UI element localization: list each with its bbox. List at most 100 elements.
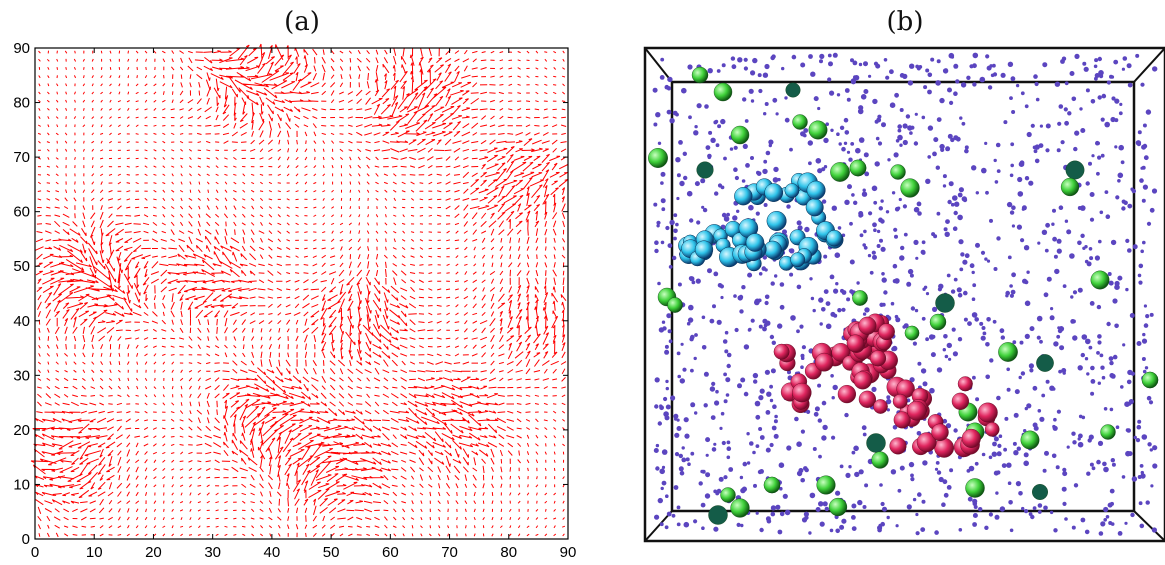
background-particle bbox=[989, 218, 993, 223]
background-particle bbox=[915, 256, 919, 260]
background-particle bbox=[752, 372, 759, 379]
background-particle bbox=[969, 263, 975, 269]
background-particle bbox=[998, 434, 1003, 439]
background-particle bbox=[1097, 340, 1102, 345]
background-particle bbox=[881, 122, 886, 128]
background-particle bbox=[1057, 326, 1061, 330]
background-particle bbox=[711, 447, 717, 452]
magenta-cluster-particle bbox=[906, 400, 927, 421]
background-particle bbox=[989, 358, 994, 363]
background-particle bbox=[862, 505, 867, 509]
green-particle bbox=[1031, 484, 1048, 501]
background-particle bbox=[1122, 56, 1128, 61]
background-particle bbox=[1096, 171, 1100, 176]
background-particle bbox=[654, 404, 659, 409]
background-particle bbox=[1103, 506, 1109, 513]
background-particle bbox=[1104, 121, 1110, 128]
background-particle bbox=[673, 213, 678, 218]
background-particle bbox=[1029, 368, 1034, 373]
background-particle bbox=[664, 525, 669, 530]
background-particle bbox=[660, 486, 664, 491]
background-particle bbox=[839, 125, 845, 130]
background-particle bbox=[1024, 104, 1029, 109]
background-particle bbox=[682, 367, 687, 372]
background-particle bbox=[672, 110, 678, 116]
background-particle bbox=[948, 181, 954, 187]
background-particle bbox=[996, 395, 1001, 401]
background-particle bbox=[1112, 298, 1118, 304]
background-particle bbox=[897, 488, 902, 493]
background-particle bbox=[1147, 442, 1152, 447]
background-particle bbox=[949, 468, 954, 473]
background-particle bbox=[1007, 255, 1012, 260]
background-particle bbox=[704, 493, 711, 499]
box-corner-edge bbox=[1133, 47, 1165, 83]
background-particle bbox=[740, 377, 746, 383]
background-particle bbox=[762, 72, 769, 78]
background-particle bbox=[653, 448, 659, 453]
background-particle bbox=[726, 212, 730, 217]
background-particle bbox=[1061, 486, 1067, 492]
background-particle bbox=[917, 492, 922, 497]
background-particle bbox=[1089, 301, 1095, 306]
background-particle bbox=[847, 184, 852, 190]
background-particle bbox=[984, 257, 988, 261]
background-particle bbox=[985, 342, 990, 347]
background-particle bbox=[873, 228, 877, 232]
background-particle bbox=[750, 70, 756, 76]
background-particle bbox=[1131, 188, 1137, 194]
background-particle bbox=[951, 327, 956, 332]
panel-b-particle-box bbox=[643, 46, 1165, 543]
background-particle bbox=[729, 147, 734, 151]
background-particle bbox=[726, 446, 732, 452]
background-particle bbox=[770, 281, 775, 286]
background-particle bbox=[858, 213, 863, 218]
background-particle bbox=[1143, 323, 1149, 328]
background-particle bbox=[918, 65, 923, 69]
background-particle bbox=[825, 301, 831, 306]
background-particle bbox=[1020, 91, 1025, 96]
background-particle bbox=[1064, 517, 1068, 521]
background-particle bbox=[694, 125, 698, 129]
background-particle bbox=[938, 283, 944, 289]
background-particle bbox=[1127, 248, 1132, 253]
background-particle bbox=[936, 211, 941, 216]
background-particle bbox=[972, 283, 977, 288]
background-particle bbox=[752, 57, 758, 64]
background-particle bbox=[1096, 304, 1102, 310]
background-particle bbox=[996, 451, 1002, 457]
background-particle bbox=[757, 298, 762, 303]
background-particle bbox=[897, 134, 903, 141]
background-particle bbox=[1122, 343, 1126, 347]
background-particle bbox=[892, 263, 898, 269]
background-particle bbox=[1094, 76, 1098, 81]
background-particle bbox=[1132, 244, 1138, 250]
background-particle bbox=[927, 155, 931, 159]
background-particle bbox=[934, 530, 939, 535]
green-particle bbox=[667, 297, 683, 313]
background-particle bbox=[869, 270, 874, 275]
background-particle bbox=[877, 141, 883, 146]
magenta-cluster-particle bbox=[878, 323, 895, 341]
background-particle bbox=[1097, 95, 1102, 100]
background-particle bbox=[944, 231, 950, 237]
background-particle bbox=[878, 206, 883, 211]
background-particle bbox=[899, 143, 903, 147]
background-particle bbox=[872, 254, 877, 260]
background-particle bbox=[782, 493, 788, 499]
background-particle bbox=[678, 466, 684, 472]
panel-a-quiver-plot: 0 10 20 30 40 50 60 70 80 90 0 10 20 30 40 50 60 70 80 90 bbox=[13, 40, 576, 561]
background-particle bbox=[652, 87, 658, 93]
background-particle bbox=[772, 405, 776, 409]
background-particle bbox=[909, 63, 915, 69]
background-particle bbox=[1115, 195, 1120, 200]
background-particle bbox=[1086, 471, 1091, 476]
background-particle bbox=[711, 381, 716, 386]
background-particle bbox=[718, 476, 724, 482]
background-particle bbox=[1071, 96, 1077, 102]
background-particle bbox=[670, 395, 676, 401]
background-particle bbox=[1149, 207, 1155, 213]
background-particle bbox=[862, 188, 866, 192]
background-particle bbox=[1146, 221, 1152, 226]
cyan-cluster-particle bbox=[766, 211, 787, 231]
